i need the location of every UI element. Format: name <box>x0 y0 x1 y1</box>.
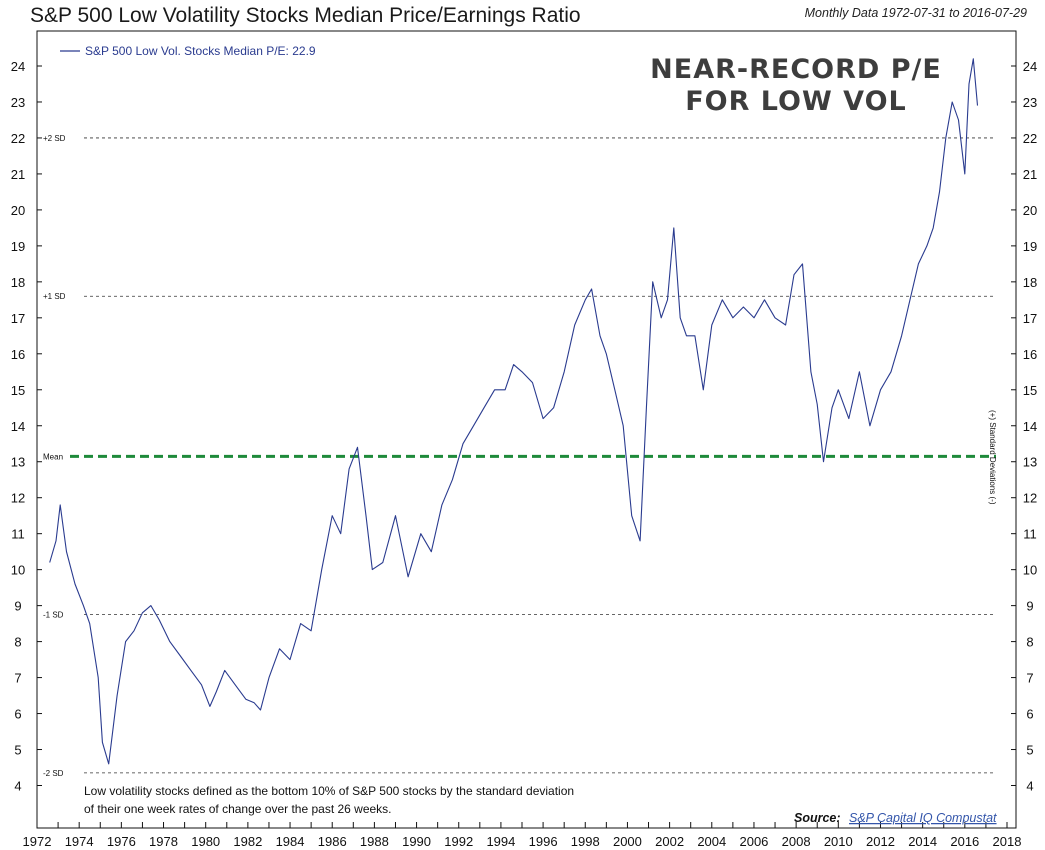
series-line-pe <box>49 58 979 765</box>
x-tick-label-0: 1972 <box>23 834 52 849</box>
y-tick-label-right-17: 21 <box>1023 167 1037 182</box>
x-tick-label-15: 2002 <box>655 834 684 849</box>
callout-line-2: FOR LOW VOL <box>685 86 907 117</box>
ref-label-0: +2 SD <box>43 134 66 143</box>
y-axis-left: 4 5 6 7 8 9 10 11 12 13 14 15 16 17 18 19 20 21 22 23 24 <box>11 59 42 794</box>
y-tick-label-right-8: 12 <box>1023 491 1037 506</box>
x-tick-label-23: 2018 <box>993 834 1022 849</box>
y-tick-label-left-0: 4 <box>14 779 21 794</box>
legend: S&P 500 Low Vol. Stocks Median P/E: 22.9 <box>60 44 316 58</box>
x-tick-label-4: 1980 <box>191 834 220 849</box>
y-tick-label-left-6: 10 <box>11 563 25 578</box>
x-tick-label-9: 1990 <box>402 834 431 849</box>
source-link[interactable]: S&P Capital IQ Compustat <box>849 811 997 825</box>
y-tick-label-left-9: 13 <box>11 455 25 470</box>
callout-line-1: NEAR-RECORD P/E <box>650 54 942 85</box>
y-tick-label-right-0: 4 <box>1026 779 1033 794</box>
y-tick-label-left-19: 23 <box>11 95 25 110</box>
y-tick-label-right-7: 11 <box>1023 527 1037 542</box>
y-tick-label-left-13: 17 <box>11 311 25 326</box>
y-tick-label-right-4: 8 <box>1026 635 1033 650</box>
y-tick-label-right-13: 17 <box>1023 311 1037 326</box>
legend-label: S&P 500 Low Vol. Stocks Median P/E: 22.9 <box>85 44 316 58</box>
x-axis: 1972 1974 1976 1978 1980 1982 1984 1986 1988 1990… <box>23 822 1022 849</box>
y-tick-label-right-15: 19 <box>1023 239 1037 254</box>
x-tick-label-13: 1998 <box>571 834 600 849</box>
x-tick-label-11: 1994 <box>486 834 515 849</box>
footnote-line-2: of their one week rates of change over t… <box>84 802 392 816</box>
y-tick-label-right-18: 22 <box>1023 131 1037 146</box>
x-tick-label-18: 2008 <box>782 834 811 849</box>
x-tick-label-17: 2006 <box>739 834 768 849</box>
reference-lines: +2 SD +1 SD Mean -1 SD -2 SD <box>43 134 996 778</box>
y-tick-label-left-20: 24 <box>11 59 25 74</box>
ref-label-3: -1 SD <box>43 611 64 620</box>
y-tick-label-right-16: 20 <box>1023 203 1037 218</box>
y-axis-right: 4 5 6 7 8 9 10 11 12 13 14 15 16 17 18 19 20 21 22 23 24 <box>1011 59 1037 794</box>
y-tick-label-left-2: 6 <box>14 707 21 722</box>
x-tick-label-6: 1984 <box>276 834 305 849</box>
y-tick-label-left-5: 9 <box>14 599 21 614</box>
x-tick-label-7: 1986 <box>318 834 347 849</box>
x-tick-label-12: 1996 <box>529 834 558 849</box>
y-tick-label-right-20: 24 <box>1023 59 1037 74</box>
x-tick-label-8: 1988 <box>360 834 389 849</box>
y-tick-label-right-11: 15 <box>1023 383 1037 398</box>
x-tick-label-14: 2000 <box>613 834 642 849</box>
footnote-line-1: Low volatility stocks defined as the bot… <box>84 784 574 798</box>
y-tick-label-left-7: 11 <box>11 527 25 542</box>
chart-subtitle: Monthly Data 1972-07-31 to 2016-07-29 <box>804 6 1027 20</box>
y-tick-label-right-12: 16 <box>1023 347 1037 362</box>
x-tick-label-1: 1974 <box>65 834 94 849</box>
y-tick-label-left-18: 22 <box>11 131 25 146</box>
y-tick-label-right-14: 18 <box>1023 275 1037 290</box>
y-tick-label-left-16: 20 <box>11 203 25 218</box>
y-tick-label-left-15: 19 <box>11 239 25 254</box>
y-tick-label-right-19: 23 <box>1023 95 1037 110</box>
x-tick-label-5: 1982 <box>233 834 262 849</box>
y-tick-label-right-3: 7 <box>1026 671 1033 686</box>
y-tick-label-left-17: 21 <box>11 167 25 182</box>
plot-frame <box>36 30 1017 829</box>
x-tick-label-3: 1978 <box>149 834 178 849</box>
x-tick-label-21: 2014 <box>908 834 937 849</box>
ref-label-4: -2 SD <box>43 769 64 778</box>
y-tick-label-right-6: 10 <box>1023 563 1037 578</box>
y-tick-label-left-3: 7 <box>14 671 21 686</box>
x-tick-label-2: 1976 <box>107 834 136 849</box>
y-tick-label-left-11: 15 <box>11 383 25 398</box>
y-tick-label-right-2: 6 <box>1026 707 1033 722</box>
x-tick-label-20: 2012 <box>866 834 895 849</box>
source-label: Source: <box>794 811 841 825</box>
y-tick-label-left-12: 16 <box>11 347 25 362</box>
y-tick-label-right-1: 5 <box>1026 743 1033 758</box>
x-tick-label-16: 2004 <box>697 834 726 849</box>
y-tick-label-left-4: 8 <box>14 635 21 650</box>
y-tick-label-right-9: 13 <box>1023 455 1037 470</box>
y-tick-label-left-8: 12 <box>11 491 25 506</box>
y-tick-label-right-10: 14 <box>1023 419 1037 434</box>
right-axis-label: (+) Standard Deviations (-) <box>988 410 997 505</box>
ref-label-1: +1 SD <box>43 292 66 301</box>
x-tick-label-19: 2010 <box>824 834 853 849</box>
ref-label-2: Mean <box>43 452 63 461</box>
y-tick-label-right-5: 9 <box>1026 599 1033 614</box>
y-tick-label-left-1: 5 <box>14 743 21 758</box>
chart-title: S&P 500 Low Volatility Stocks Median Pri… <box>30 4 581 27</box>
y-tick-label-left-14: 18 <box>11 275 25 290</box>
x-tick-label-22: 2016 <box>950 834 979 849</box>
y-tick-label-left-10: 14 <box>11 419 25 434</box>
x-tick-label-10: 1992 <box>444 834 473 849</box>
